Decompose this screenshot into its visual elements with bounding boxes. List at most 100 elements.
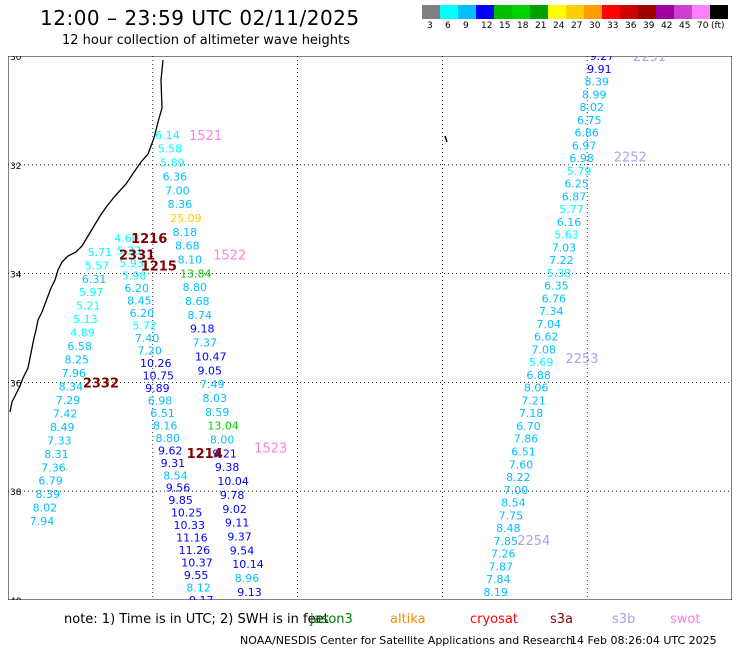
wave-height-value: 9.54 <box>230 544 255 557</box>
colorbar-swatch <box>692 5 710 19</box>
wave-height-value: 7.36 <box>41 461 66 474</box>
wave-height-value: 8.48 <box>496 522 521 535</box>
colorbar-label: 21 <box>535 21 547 31</box>
wave-height-value: 6.25 <box>564 178 589 191</box>
wave-height-value: 6.97 <box>572 139 597 152</box>
pass-id-label: 1216 <box>131 232 167 247</box>
wave-height-value: 10.14 <box>232 558 264 571</box>
legend-item-s3b: s3b <box>612 612 636 627</box>
wave-height-value: 10.47 <box>195 350 227 363</box>
colorbar-label: 9 <box>463 21 469 31</box>
wave-height-value: 7.33 <box>47 434 72 447</box>
colorbar-label: 27 <box>571 21 583 31</box>
wave-height-value: 9.21 <box>212 447 237 460</box>
wave-height-value: 5.33 <box>117 245 142 258</box>
footnote: note: 1) Time is in UTC; 2) SWH is in fe… <box>64 612 329 627</box>
wave-height-value: 7.87 <box>488 560 512 573</box>
wave-height-value: 8.34 <box>59 380 84 393</box>
wave-height-value: 8.39 <box>585 76 610 89</box>
colorbar-swatch <box>548 5 566 19</box>
altimeter-tracks: 9.279.918.398.998.026.756.866.976.985.79… <box>30 56 614 600</box>
wave-height-value: 8.45 <box>127 295 151 308</box>
wave-height-value: 9.91 <box>587 63 612 76</box>
legend-item-cryosat: cryosat <box>470 612 518 627</box>
wave-height-value: 13.04 <box>207 420 239 433</box>
wave-height-value: 8.10 <box>178 254 203 267</box>
wave-height-value: 9.38 <box>215 461 240 474</box>
pass-id-label: 1523 <box>254 442 287 457</box>
wave-height-value: 8.25 <box>64 354 89 367</box>
wave-height-value: 9.37 <box>227 530 252 543</box>
wave-height-value: 5.79 <box>567 165 592 178</box>
wave-height-value: 6.58 <box>67 340 92 353</box>
latitude-tick-label: 36 <box>10 379 22 389</box>
wave-height-value: 11.26 <box>179 544 211 557</box>
wave-height-value: 7.85 <box>494 535 519 548</box>
colorbar-swatch <box>566 5 584 19</box>
pass-id-label: 2251 <box>633 56 666 65</box>
wave-height-value: 5.69 <box>529 356 554 369</box>
pass-id-label: 2331 <box>119 249 155 264</box>
wave-height-value: 10.25 <box>171 507 203 520</box>
wave-height-value: 13.84 <box>180 267 212 280</box>
latitude-tick-label: 32 <box>10 162 21 172</box>
latitude-tick-label: 30 <box>10 56 22 63</box>
page-title: 12:00 – 23:59 UTC 02/11/2025 <box>40 6 360 30</box>
wave-height-value: 7.00 <box>165 184 190 197</box>
track-s3a-1215: 4.605.335.935.986.208.456.205.727.407.20… <box>114 232 213 600</box>
wave-height-value: 10.26 <box>140 357 172 370</box>
wave-height-value: 7.26 <box>491 548 516 561</box>
wave-height-value: 6.98 <box>148 394 173 407</box>
latitude-tick-label: 38 <box>10 488 22 498</box>
pass-id-label: 2254 <box>517 534 550 549</box>
wave-height-value: 9.02 <box>222 503 247 516</box>
wave-height-value: 6.70 <box>516 420 541 433</box>
wave-height-value: 8.03 <box>202 392 227 405</box>
wave-height-value: 8.16 <box>153 419 178 432</box>
wave-height-value: 9.18 <box>190 323 215 336</box>
colorbar-label: 70 <box>697 21 709 31</box>
colorbar-label: 15 <box>499 21 511 31</box>
wave-height-value: 9.56 <box>166 482 191 495</box>
wave-height-value: 7.60 <box>509 458 534 471</box>
colorbar-label: 45 <box>679 21 691 31</box>
wave-height-value: 6.14 <box>155 129 180 142</box>
colorbar-label: 6 <box>445 21 451 31</box>
wave-height-value: 6.88 <box>526 369 551 382</box>
wave-height-value: 9.31 <box>161 457 186 470</box>
track-swot-1521: 6.145.585.896.367.008.3625.098.188.688.1… <box>155 129 264 599</box>
wave-height-value: 6.36 <box>163 170 188 183</box>
wave-height-value: 7.20 <box>137 345 162 358</box>
wave-height-value: 8.74 <box>188 309 213 322</box>
legend-item-s3a: s3a <box>550 612 574 627</box>
wave-height-value: 9.17 <box>189 594 214 600</box>
wave-height-value: 6.98 <box>569 152 594 165</box>
wave-height-value: 7.86 <box>514 433 539 446</box>
wave-height-value: 5.21 <box>76 300 101 313</box>
wave-height-value: 7.40 <box>135 332 160 345</box>
wave-height-value: 9.85 <box>168 494 193 507</box>
wave-height-value: 5.89 <box>160 157 185 170</box>
wave-height-value: 8.19 <box>483 586 508 599</box>
wave-height-value: 8.00 <box>210 434 235 447</box>
wave-height-value: 8.02 <box>580 101 605 114</box>
wave-height-value: 10.75 <box>143 369 175 382</box>
wave-height-value: 6.20 <box>130 307 155 320</box>
wave-height-value: 8.12 <box>186 582 211 595</box>
wave-height-value: 6.20 <box>125 282 149 295</box>
wave-height-value: 9.13 <box>237 586 262 599</box>
wave-height-value: 8.31 <box>44 448 68 461</box>
pass-id-label: 1215 <box>141 259 177 274</box>
track-s3a-2331: 5.715.576.315.975.215.134.896.588.257.96… <box>30 246 112 528</box>
wave-height-value: 8.59 <box>205 406 230 419</box>
wave-height-value: 5.93 <box>119 257 144 270</box>
wave-height-value: 9.11 <box>225 517 250 530</box>
legend-item-altika: altika <box>390 612 426 627</box>
wave-height-value: 8.99 <box>582 88 607 101</box>
wave-height-value: 6.75 <box>577 114 602 127</box>
wave-height-value: 8.22 <box>506 471 530 484</box>
colorbar-label: 12 <box>481 21 493 31</box>
colorbar-swatch <box>602 5 620 19</box>
colorbar-label: 42 <box>661 21 673 31</box>
wave-height-value: 7.04 <box>537 318 562 331</box>
